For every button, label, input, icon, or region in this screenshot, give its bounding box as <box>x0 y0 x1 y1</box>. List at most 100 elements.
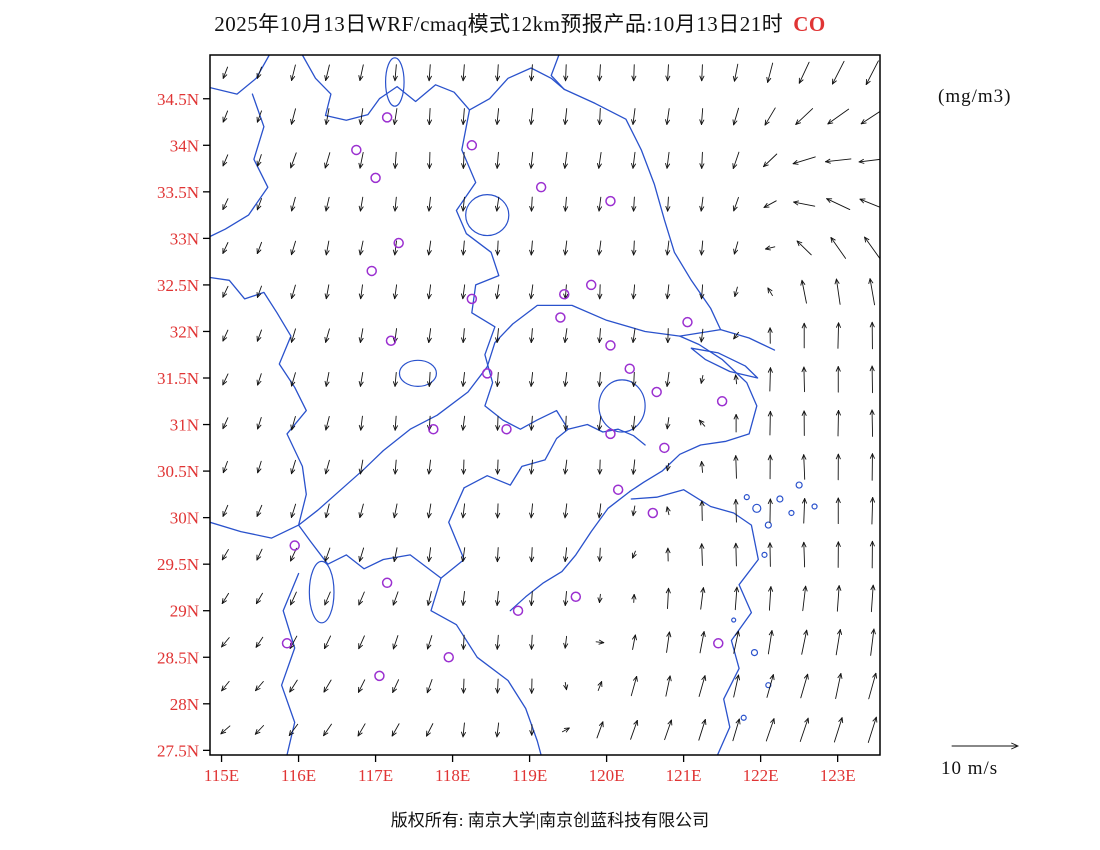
wind-arrow-head <box>495 337 498 343</box>
wind-arrow-shaft <box>800 673 809 699</box>
wind-arrow-head <box>359 381 364 387</box>
wind-arrow-shaft <box>858 158 880 163</box>
wind-arrow-head <box>291 119 296 125</box>
wind-arrow-head <box>632 511 637 517</box>
station-marker <box>381 577 393 589</box>
wind-arrow-head <box>254 729 258 735</box>
wind-arrow-head <box>495 468 498 475</box>
wind-arrow-head <box>700 250 705 256</box>
wind-arrow-shaft <box>835 629 841 656</box>
wind-arrow-shaft <box>462 634 465 650</box>
wind-arrow-head <box>324 119 327 125</box>
wind-arrow-shaft <box>701 64 703 82</box>
wind-arrow-shaft <box>598 240 602 256</box>
wind-arrow-head <box>795 122 801 125</box>
wind-arrow-head <box>702 587 706 593</box>
wind-arrow-shaft <box>835 673 842 699</box>
wind-arrow-head <box>668 587 671 594</box>
wind-arrow-shaft <box>825 158 852 163</box>
wind-arrow-head <box>222 161 228 167</box>
wind-arrow-head <box>804 717 809 723</box>
wind-arrow-head <box>220 728 224 735</box>
wind-arrow-head <box>803 541 807 548</box>
wind-arrow-head <box>290 557 295 562</box>
wind-arrow-head <box>633 593 637 600</box>
wind-arrow-shaft <box>394 196 397 212</box>
wind-arrow-head <box>632 119 636 125</box>
station-marker <box>651 386 662 398</box>
island <box>811 503 818 510</box>
wind-arrow-head <box>463 688 467 694</box>
wind-arrow-head <box>563 468 566 475</box>
wind-arrow-shaft <box>632 328 636 343</box>
y-tick-label: 32N <box>170 322 199 341</box>
wind-arrow-head <box>392 425 396 431</box>
wind-arrow-shaft <box>530 328 533 343</box>
wind-arrow-head <box>632 634 636 640</box>
wind-arrow-head <box>462 206 466 212</box>
wind-arrow-head <box>358 512 361 519</box>
wind-arrow-head <box>462 513 466 519</box>
y-tick-label: 32.5N <box>157 276 199 295</box>
wind-arrow-head <box>461 337 464 343</box>
wind-arrow-head <box>290 513 296 518</box>
wind-arrow-shaft <box>290 152 297 169</box>
y-tick-label: 29.5N <box>157 555 199 574</box>
wind-arrow-head <box>666 250 671 256</box>
wind-arrow-head <box>325 119 330 125</box>
wind-arrow-head <box>461 731 464 738</box>
wind-arrow-head <box>428 75 432 82</box>
wind-arrow-shaft <box>428 371 431 387</box>
wind-arrow-shaft <box>530 459 533 475</box>
map-boundary-anhui-hubei-border <box>210 276 307 526</box>
wind-arrow-head <box>460 119 464 125</box>
wind-arrow-head <box>290 601 295 606</box>
wind-arrow-head <box>496 75 501 82</box>
wind-arrow-head <box>667 719 672 725</box>
wind-arrow-head <box>631 337 634 343</box>
wind-arrow-head <box>324 424 327 431</box>
wind-arrow-shaft <box>394 64 397 82</box>
map-boundary-henan-anhui-border <box>210 93 269 238</box>
wind-arrow-head <box>530 206 535 212</box>
station-marker <box>393 237 404 249</box>
wind-arrow-head <box>392 381 396 387</box>
wind-arrow-head <box>221 685 224 692</box>
wind-arrow-head <box>597 293 601 300</box>
wind-arrow-shaft <box>325 108 330 125</box>
wind-arrow-head <box>427 644 432 650</box>
wind-arrow-head <box>358 380 361 387</box>
wind-arrow-head <box>358 601 363 606</box>
wind-arrow-head <box>291 294 296 299</box>
wind-arrow-shaft <box>763 200 777 208</box>
wind-arrow-shaft <box>497 459 499 475</box>
wind-arrow-head <box>564 513 569 519</box>
wind-arrow-shaft <box>288 723 299 736</box>
wind-arrow-shaft <box>254 725 265 735</box>
poyang-lake <box>308 560 335 624</box>
wind-arrow-head <box>325 513 330 519</box>
wind-arrow-head <box>221 600 227 604</box>
wind-arrow-shaft <box>868 672 877 700</box>
y-tick-label: 33N <box>170 229 199 248</box>
wind-arrow-head <box>394 250 398 256</box>
wind-arrow-head <box>769 498 773 505</box>
wind-arrow-head <box>701 719 706 724</box>
wind-arrow-head <box>496 119 500 125</box>
x-tick-label: 123E <box>820 766 856 785</box>
station-marker <box>585 279 597 291</box>
wind-arrow-head <box>428 206 432 212</box>
wind-arrow-head <box>734 586 738 593</box>
wind-arrow-head <box>529 512 532 519</box>
wind-arrow-head <box>700 206 705 212</box>
station-marker <box>289 540 300 551</box>
wind-arrow-head <box>222 381 228 386</box>
x-tick-label: 116E <box>281 766 316 785</box>
copyright-text: 版权所有: 南京大学|南京创蓝科技有限公司 <box>390 811 710 830</box>
wind-arrow-head <box>837 629 841 635</box>
wind-arrow-shaft <box>393 547 398 562</box>
wind-arrow-head <box>597 119 600 125</box>
island <box>743 494 750 501</box>
wind-arrow-head <box>358 162 361 169</box>
